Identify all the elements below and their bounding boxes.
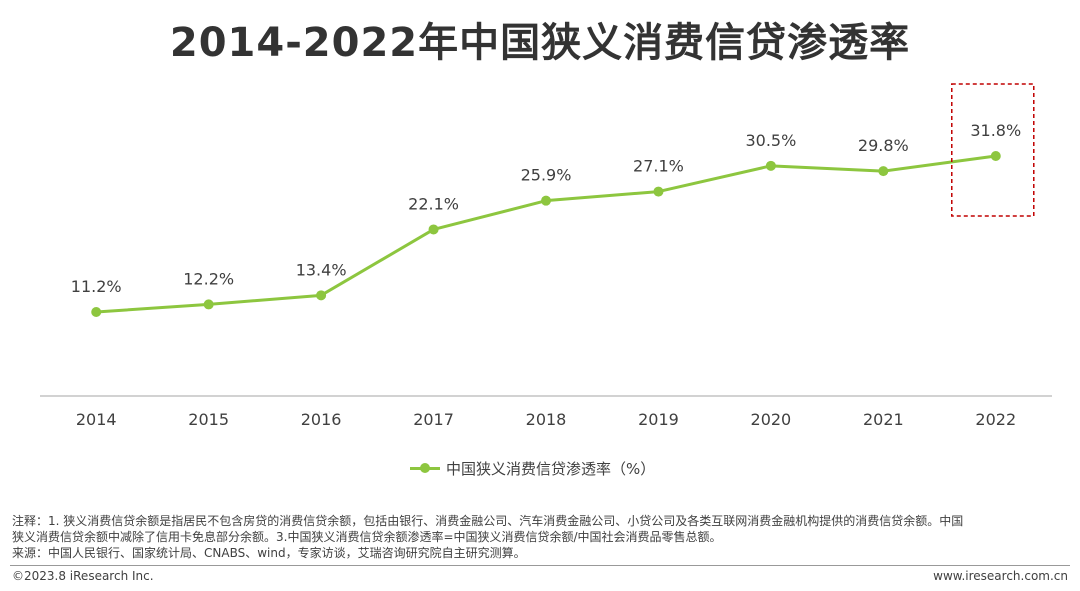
data-point xyxy=(878,166,889,177)
x-tick-label: 2016 xyxy=(301,410,342,429)
data-label: 13.4% xyxy=(296,260,347,279)
highlight-box xyxy=(951,83,1035,217)
copyright-text: ©2023.8 iResearch Inc. xyxy=(12,569,154,583)
x-tick-label: 2015 xyxy=(188,410,229,429)
source-text: 来源：中国人民银行、国家统计局、CNABS、wind，专家访谈，艾瑞咨询研究院自… xyxy=(12,546,526,560)
data-point xyxy=(653,186,664,197)
note-text: 狭义消费信贷余额中减除了信用卡免息部分余额。3.中国狭义消费信贷余额渗透率=中国… xyxy=(12,530,722,544)
x-tick-label: 2019 xyxy=(638,410,679,429)
note-text: 注释：1. 狭义消费信贷余额是指居民不包含房贷的消费信贷余额，包括由银行、消费金… xyxy=(12,514,964,528)
data-label: 30.5% xyxy=(745,131,796,150)
data-label: 27.1% xyxy=(633,157,684,176)
data-label: 22.1% xyxy=(408,194,459,213)
website-text: www.iresearch.com.cn xyxy=(933,569,1068,583)
data-point xyxy=(541,195,551,206)
data-label: 12.2% xyxy=(183,269,234,288)
x-tick-label: 2018 xyxy=(526,410,567,429)
data-point xyxy=(91,307,102,317)
data-point xyxy=(428,224,439,235)
data-label: 25.9% xyxy=(521,166,572,185)
chart-legend: 中国狭义消费信贷渗透率（%） xyxy=(410,457,655,479)
data-point xyxy=(203,299,214,310)
legend-line-marker xyxy=(410,457,440,479)
x-tick-label: 2017 xyxy=(413,410,454,429)
x-tick-label: 2021 xyxy=(863,410,904,429)
data-point xyxy=(316,290,327,301)
x-tick-label: 2020 xyxy=(751,410,792,429)
data-label: 31.8% xyxy=(970,121,1021,140)
x-tick-label: 2022 xyxy=(975,410,1016,429)
data-label: 29.8% xyxy=(858,136,909,155)
x-tick-label: 2014 xyxy=(76,410,117,429)
data-label: 11.2% xyxy=(71,277,122,296)
chart-title: 2014-2022年中国狭义消费信贷渗透率 xyxy=(169,20,911,66)
legend-label: 中国狭义消费信贷渗透率（%） xyxy=(446,459,656,478)
footer-divider xyxy=(10,565,1070,566)
data-point xyxy=(990,151,1001,161)
data-point xyxy=(765,160,776,171)
